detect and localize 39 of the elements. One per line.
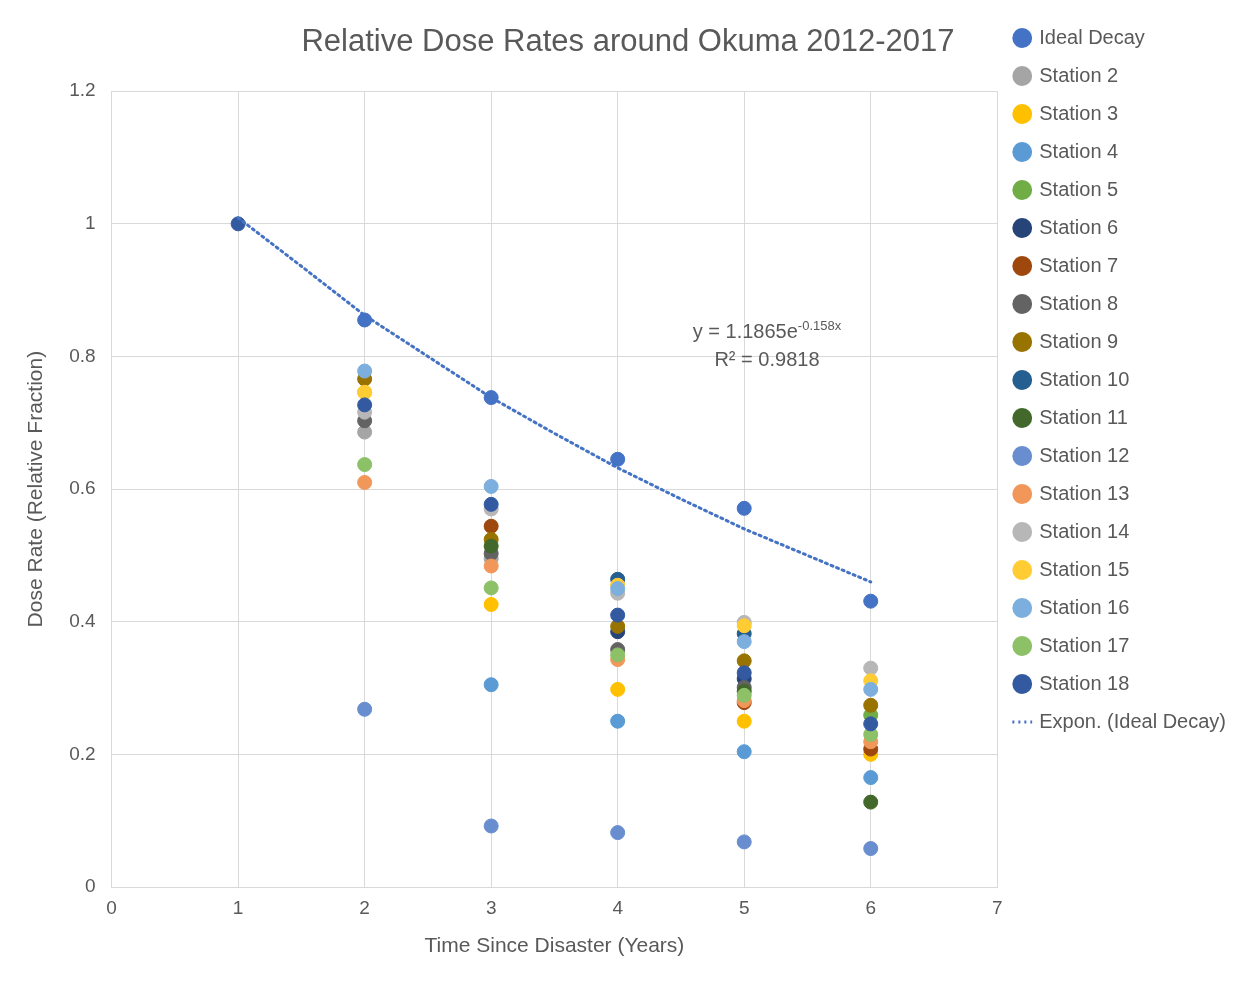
annotation: R² = 0.9818 <box>714 348 820 371</box>
x-tick-label: 2 <box>359 896 370 918</box>
legend-label: Station 5 <box>1039 177 1119 200</box>
x-tick-label: 3 <box>485 896 497 918</box>
y-axis-title: Dose Rate (Relative Fraction) <box>23 350 47 628</box>
x-tick-label: 4 <box>612 896 624 918</box>
x-tick-label: 7 <box>991 896 1003 918</box>
annotation: y = 1.1865e$^{-0.158x}$ <box>692 318 842 343</box>
y-tick-label: 0.8 <box>69 344 96 366</box>
y-tick-label: 0.2 <box>69 742 96 764</box>
x-axis-title: Time Since Disaster (Years) <box>424 933 685 957</box>
legend-label: Expon. (Ideal Decay) <box>1039 709 1227 732</box>
x-tick-label: 0 <box>106 896 117 918</box>
legend-label: Station 6 <box>1039 215 1119 238</box>
x-tick-label: 5 <box>738 896 750 918</box>
legend-label: Station 16 <box>1039 595 1130 618</box>
y-tick-label: 1 <box>85 212 96 234</box>
legend-label: Ideal Decay <box>1039 25 1145 48</box>
legend-label: Station 2 <box>1039 63 1119 86</box>
legend-label: Station 7 <box>1039 253 1119 276</box>
legend-label: Station 18 <box>1039 671 1130 694</box>
legend-label: Station 3 <box>1039 101 1119 124</box>
y-tick-label: 0 <box>85 875 96 897</box>
legend-label: Station 17 <box>1039 633 1130 656</box>
chart-title: Relative Dose Rates around Okuma 2012-2017 <box>301 23 955 59</box>
legend-label: Station 10 <box>1039 367 1130 390</box>
x-tick-label: 1 <box>232 896 244 918</box>
legend-label: Station 13 <box>1039 481 1130 504</box>
x-tick-label: 6 <box>865 896 877 918</box>
y-tick-label: 0.4 <box>69 609 97 631</box>
y-tick-label: 1.2 <box>69 79 96 101</box>
legend-label: Station 4 <box>1039 139 1119 162</box>
y-tick-label: 0.6 <box>69 477 96 499</box>
legend-label: Station 8 <box>1039 291 1119 314</box>
legend-label: Station 11 <box>1039 405 1128 428</box>
legend-label: Station 9 <box>1039 329 1119 352</box>
legend-label: Station 14 <box>1039 519 1130 542</box>
legend-label: Station 15 <box>1039 557 1130 580</box>
legend-label: Station 12 <box>1039 443 1130 466</box>
